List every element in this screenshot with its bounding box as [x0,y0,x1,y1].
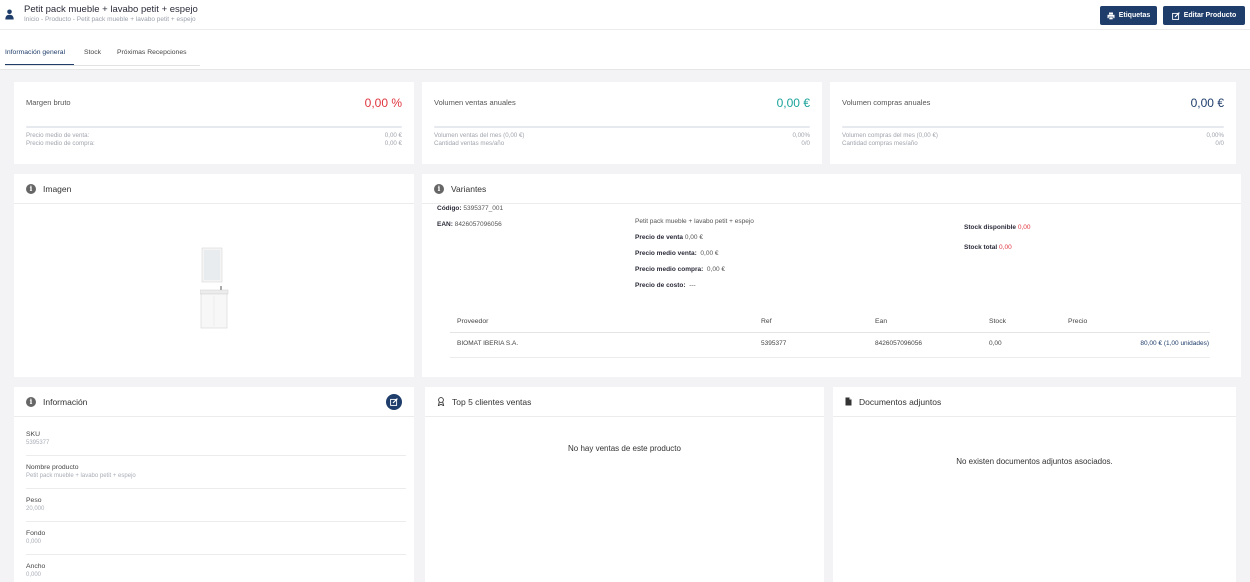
information-card: i Información SKU 5395377 Nombre product… [14,387,414,582]
kpi-card-annual-sales: Volumen ventas anuales 0,00 € Volumen ve… [422,82,822,164]
card-header: i Variantes [422,174,1241,204]
page-header: Petit pack mueble + lavabo petit + espej… [0,0,1250,30]
edit-icon [390,398,398,406]
variant-cost-price: Precio de costo: --- [635,282,696,289]
variant-stock-available: Stock disponible 0,00 [964,224,1031,231]
edit-info-button[interactable] [386,394,402,410]
kpi-value: 0,00 € [1190,96,1224,110]
card-header: i Imagen [14,174,414,204]
product-icon [5,9,14,20]
table-header-ref: Ref [761,318,772,325]
variant-stock-total: Stock total 0,00 [964,244,1012,251]
award-icon [437,397,445,406]
kpi-progress-bar [842,126,1224,128]
variants-card: i Variantes Código: 5395377_001 EAN: 842… [422,174,1241,377]
field-width: Ancho 0,000 [26,563,46,578]
variant-name: Petit pack mueble + lavabo petit + espej… [635,218,754,225]
kpi-progress-bar [434,126,810,128]
kpi-progress-bar [26,126,402,128]
tabs-divider [5,64,200,65]
kpi-detail-row: Volumen ventas del mes (0,00 €) 0,00% [434,132,810,139]
variant-code: Código: 5395377_001 [437,205,504,212]
kpi-card-annual-purchases: Volumen compras anuales 0,00 € Volumen c… [830,82,1236,164]
active-tab-indicator [5,64,74,65]
edit-icon [1171,11,1180,20]
edit-product-button[interactable]: Editar Producto [1163,6,1245,25]
kpi-value: 0,00 € [776,96,810,110]
cell-stock: 0,00 [989,340,1002,347]
cell-price: 80,00 € (1,00 unidades) [1140,340,1209,347]
kpi-detail-row: Precio medio de compra: 0,00 € [26,140,402,147]
info-icon: i [26,396,36,407]
tab-upcoming-receptions[interactable]: Próximas Recepciones [117,49,187,56]
kpi-detail-row: Cantidad ventas mes/año 0/0 [434,140,810,147]
edit-product-button-label: Editar Producto [1183,12,1237,19]
card-title: Información [43,396,88,407]
empty-state-message: No existen documentos adjuntos asociados… [956,457,1113,466]
tab-stock[interactable]: Stock [84,49,101,56]
kpi-detail-row: Precio medio de venta: 0,00 € [26,132,402,139]
field-depth: Fondo 0,000 [26,522,406,555]
field-weight: Peso 20,000 [26,489,406,522]
kpi-detail-row: Volumen compras del mes (0,00 €) 0,00% [842,132,1224,139]
labels-button-label: Etiquetas [1118,12,1151,19]
table-divider [450,332,1210,333]
field-product-name: Nombre producto Petit pack mueble + lava… [26,456,406,489]
document-icon [845,397,852,406]
table-header-stock: Stock [989,318,1006,325]
page-title: Petit pack mueble + lavabo petit + espej… [24,4,198,15]
cell-ref: 5395377 [761,340,787,347]
breadcrumb[interactable]: Inicio - Producto - Petit pack mueble + … [24,16,196,23]
kpi-label: Volumen ventas anuales [434,98,516,107]
card-header: Documentos adjuntos [833,387,1236,417]
info-icon: i [26,183,36,194]
print-icon [1107,12,1115,20]
cell-ean: 8426057096056 [875,340,922,347]
variant-avg-buy-price: Precio medio compra: 0,00 € [635,266,725,273]
labels-button[interactable]: Etiquetas [1100,6,1157,25]
empty-state-message: No hay ventas de este producto [568,444,681,453]
image-card: i Imagen [14,174,414,377]
card-title: Imagen [43,183,72,194]
info-icon: i [434,183,444,194]
kpi-value: 0,00 % [364,96,402,110]
field-sku: SKU 5395377 [26,423,406,456]
variant-avg-sale-price: Precio medio venta: 0,00 € [635,250,719,257]
variant-ean: EAN: 8426057096056 [437,221,502,228]
card-title: Top 5 clientes ventas [452,396,532,407]
top-clients-card: Top 5 clientes ventas No hay ventas de e… [425,387,824,582]
cell-supplier: BIOMAT IBERIA S.A. [457,340,519,347]
kpi-label: Margen bruto [26,98,71,107]
kpi-detail-row: Cantidad compras mes/año 0/0 [842,140,1224,147]
table-header-ean: Ean [875,318,888,325]
table-header-supplier: Proveedor [457,318,489,325]
table-header-price: Precio [1068,318,1088,325]
card-header: i Información [14,387,414,417]
variant-sale-price: Precio de venta 0,00 € [635,234,703,241]
kpi-card-gross-margin: Margen bruto 0,00 % Precio medio de vent… [14,82,414,164]
card-title: Documentos adjuntos [859,396,942,407]
tabs-bar: Información general Stock Próximas Recep… [0,30,1250,70]
card-header: Top 5 clientes ventas [425,387,824,417]
kpi-label: Volumen compras anuales [842,98,931,107]
card-title: Variantes [451,183,487,194]
documents-card: Documentos adjuntos No existen documento… [833,387,1236,582]
product-image[interactable] [200,246,230,330]
table-divider [450,357,1210,358]
tab-general-info[interactable]: Información general [5,49,66,56]
